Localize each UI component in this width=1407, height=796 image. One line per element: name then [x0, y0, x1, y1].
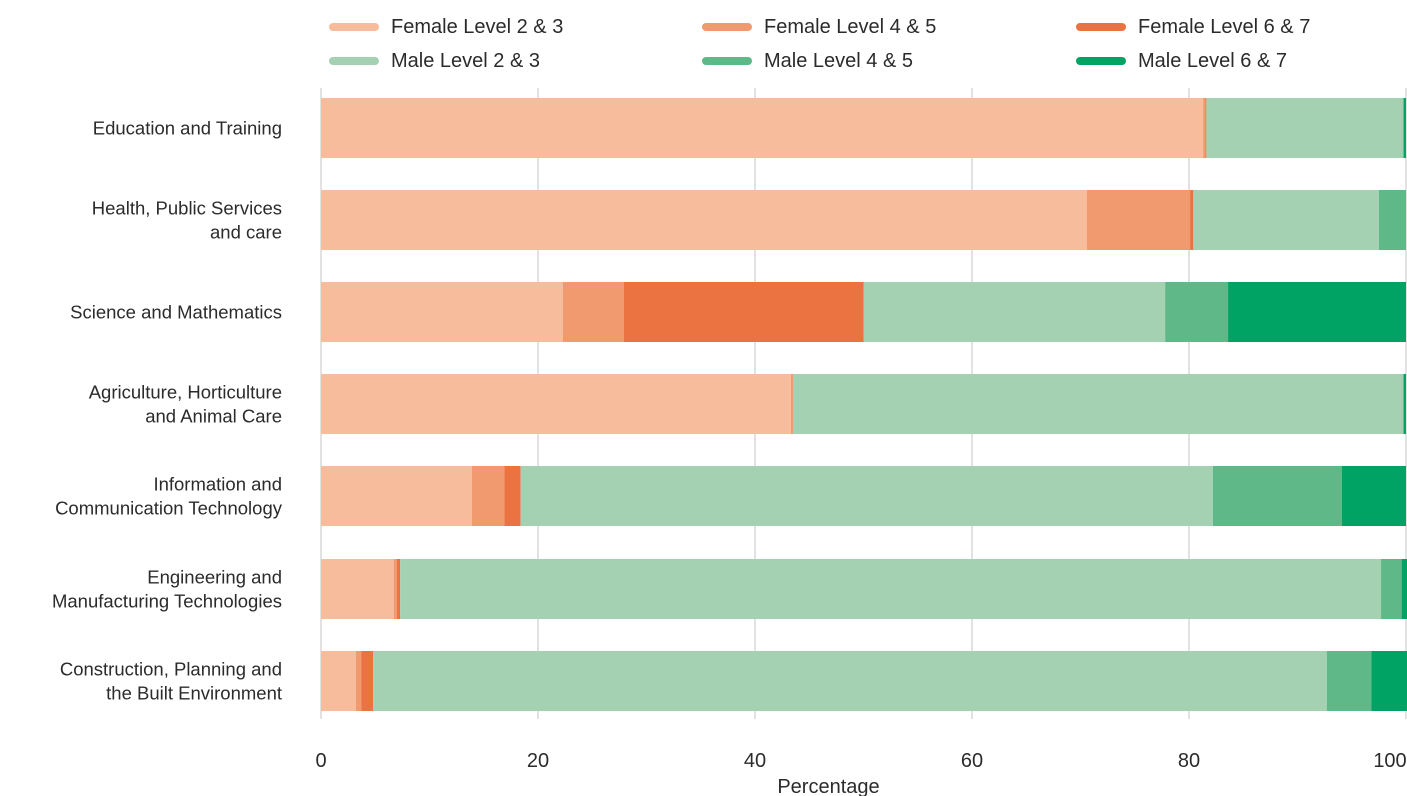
bar-segment-0-3 — [1206, 98, 1403, 158]
x-tick-label: 40 — [744, 750, 766, 772]
bar-segment-6-3 — [373, 651, 1327, 711]
legend-label: Male Level 2 & 3 — [391, 49, 540, 72]
x-tick-label: 80 — [1178, 750, 1200, 772]
bar-segment-5-4 — [1381, 559, 1402, 619]
bar-segment-6-2 — [361, 651, 374, 711]
bar-segment-0-0 — [321, 98, 1204, 158]
legend-item: Male Level 4 & 5 — [702, 47, 913, 75]
x-tick-label: 0 — [315, 750, 326, 772]
x-axis-title: Percentage — [777, 776, 879, 796]
bar-segment-3-1 — [790, 374, 793, 434]
legend-swatch — [702, 57, 752, 65]
bar-segment-1-2 — [1190, 190, 1194, 250]
category-label: Construction, Planning and the Built Envi… — [60, 659, 282, 704]
category-label: Science and Mathematics — [70, 302, 282, 323]
bar-segment-0-5 — [1403, 98, 1406, 158]
legend-item: Female Level 4 & 5 — [702, 13, 936, 41]
category-label: Health, Public Services and care — [92, 198, 282, 243]
legend-label: Male Level 6 & 7 — [1138, 49, 1287, 72]
bar-segment-2-2 — [623, 282, 864, 342]
bar-segment-3-5 — [1403, 374, 1406, 434]
bar-segment-2-5 — [1228, 282, 1406, 342]
category-label: Information and Communication Technology — [55, 474, 283, 519]
bar-segment-5-2 — [396, 559, 401, 619]
bar-segment-3-3 — [792, 374, 1403, 434]
bar-segment-4-3 — [520, 466, 1213, 526]
bar-segment-6-1 — [355, 651, 362, 711]
bar-segment-6-5 — [1371, 651, 1407, 711]
bar-segment-2-1 — [562, 282, 624, 342]
bar-segment-1-4 — [1378, 190, 1406, 250]
chart-legend: Female Level 2 & 3 Female Level 4 & 5 Fema… — [0, 0, 1407, 90]
legend-swatch — [329, 23, 379, 31]
legend-label: Female Level 6 & 7 — [1138, 15, 1311, 38]
bar-segment-0-1 — [1203, 98, 1206, 158]
bar-segment-0-4 — [1402, 98, 1404, 158]
bar-segment-0-2 — [1205, 98, 1207, 158]
bar-segment-4-5 — [1341, 466, 1406, 526]
bar-segment-5-5 — [1401, 559, 1407, 619]
bar-segment-2-3 — [863, 282, 1166, 342]
legend-swatch — [1076, 23, 1126, 31]
bar-segment-6-4 — [1326, 651, 1372, 711]
bar-segment-3-4 — [1402, 374, 1404, 434]
bar-segment-1-0 — [321, 190, 1088, 250]
x-tick-label: 60 — [961, 750, 983, 772]
x-tick-label: 100 — [1373, 750, 1406, 772]
bar-segment-6-0 — [321, 651, 356, 711]
category-label: Education and Training — [93, 118, 282, 139]
legend-swatch — [702, 23, 752, 31]
legend-item: Female Level 2 & 3 — [329, 13, 563, 41]
bar-segment-5-0 — [321, 559, 394, 619]
bar-segment-4-0 — [321, 466, 472, 526]
legend-label: Female Level 2 & 3 — [391, 15, 564, 38]
legend-item: Female Level 6 & 7 — [1076, 13, 1310, 41]
bar-segment-3-0 — [321, 374, 791, 434]
category-label: Engineering and Manufacturing Technologie… — [52, 567, 282, 612]
bar-segment-4-1 — [471, 466, 505, 526]
bar-segment-2-0 — [321, 282, 563, 342]
bar-segment-1-3 — [1193, 190, 1379, 250]
bar-segment-5-3 — [400, 559, 1382, 619]
legend-swatch — [1076, 57, 1126, 65]
x-tick-label: 20 — [527, 750, 549, 772]
bar-segment-4-4 — [1212, 466, 1342, 526]
legend-swatch — [329, 57, 379, 65]
category-label: Agriculture, Horticulture and Animal Care — [89, 382, 282, 427]
legend-item: Male Level 2 & 3 — [329, 47, 540, 75]
legend-label: Female Level 4 & 5 — [764, 15, 937, 38]
bar-segment-2-4 — [1165, 282, 1229, 342]
legend-label: Male Level 4 & 5 — [764, 49, 913, 72]
bar-segment-5-1 — [393, 559, 397, 619]
bar-segment-1-1 — [1087, 190, 1191, 250]
legend-item: Male Level 6 & 7 — [1076, 47, 1287, 75]
bar-segment-4-2 — [504, 466, 521, 526]
